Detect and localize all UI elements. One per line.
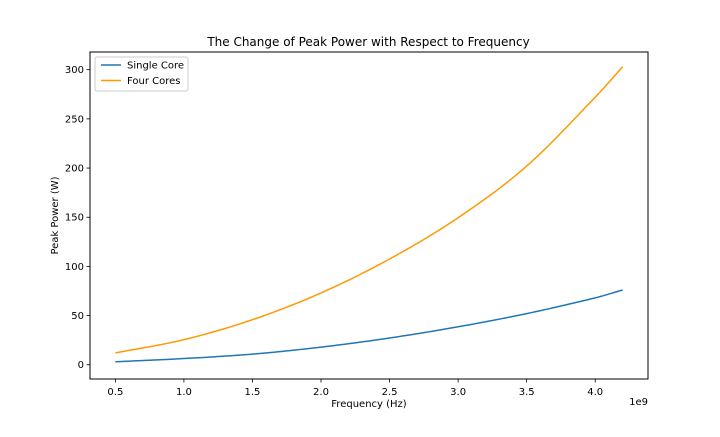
y-tick-label: 200: [65, 164, 84, 175]
series-layer: [115, 66, 624, 363]
x-offset-label: 1e9: [629, 397, 648, 408]
y-tick-label: 250: [65, 114, 84, 125]
y-tick-label: 50: [71, 311, 84, 322]
x-axis-label: Frequency (Hz): [331, 399, 407, 410]
x-tick-label: 2.5: [382, 387, 398, 398]
y-axis: 0 50 100 150 200 250 300: [65, 65, 90, 371]
y-tick-label: 0: [78, 360, 84, 371]
x-tick-label: 3.0: [450, 387, 466, 398]
x-tick-label: 4.0: [587, 387, 603, 398]
y-tick-label: 100: [65, 262, 84, 273]
y-tick-label: 150: [65, 213, 84, 224]
plot-frame: [89, 51, 649, 380]
x-tick-label: 0.5: [107, 387, 123, 398]
x-tick-label: 1.5: [245, 387, 261, 398]
series-line-four-cores: [115, 66, 624, 354]
y-axis-label: Peak Power (W): [50, 176, 61, 254]
x-axis: 0.5 1.0 1.5 2.0 2.5 3.0 3.5 4.0: [107, 379, 603, 398]
x-tick-label: 1.0: [176, 387, 192, 398]
chart-title: The Change of Peak Power with Respect to…: [206, 35, 529, 49]
legend: Single Core Four Cores: [94, 56, 189, 92]
series-line-single-core: [115, 289, 623, 363]
legend-label: Single Core: [127, 61, 184, 72]
plot-area: [90, 52, 648, 379]
x-tick-label: 3.5: [519, 387, 535, 398]
legend-label: Four Cores: [127, 76, 181, 87]
y-tick-label: 300: [65, 65, 84, 76]
x-tick-label: 2.0: [313, 387, 329, 398]
